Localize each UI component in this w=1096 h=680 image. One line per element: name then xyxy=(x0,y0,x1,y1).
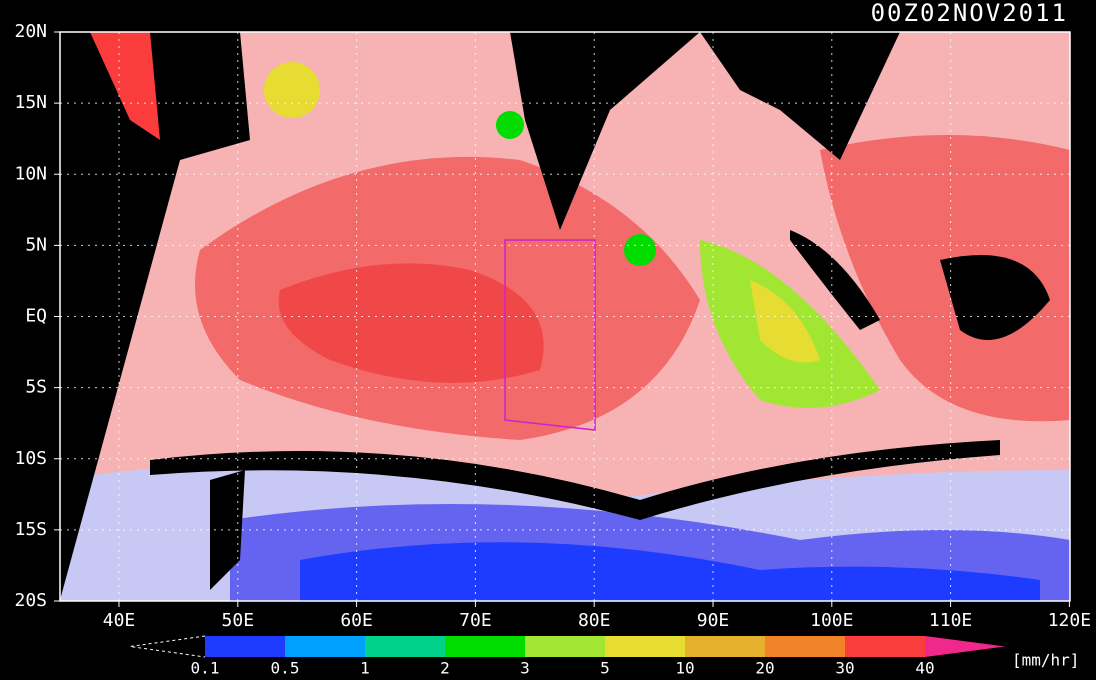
land-borneo xyxy=(940,255,1050,340)
colorbar-segment xyxy=(685,636,765,657)
colorbar-label: 20 xyxy=(755,659,774,678)
lat-label: 15S xyxy=(14,519,47,540)
box-outline xyxy=(504,239,596,431)
colorbar-segment xyxy=(445,636,525,657)
lon-label: 80E xyxy=(578,610,611,631)
lat-label: 10S xyxy=(14,448,47,469)
lat-label: 15N xyxy=(14,92,47,113)
colorbar-segment xyxy=(365,636,445,657)
very-light-south xyxy=(300,542,1040,601)
lat-label: 5S xyxy=(25,377,47,398)
lon-label: 50E xyxy=(222,610,255,631)
colorbar-under xyxy=(129,635,206,658)
convection-bob xyxy=(624,234,656,266)
timestamp: 00Z02NOV2011 xyxy=(871,0,1068,27)
rain-moderate-east xyxy=(820,135,1070,422)
lon-label: 60E xyxy=(340,610,373,631)
colorbar-label: 10 xyxy=(675,659,694,678)
colorbar-segment xyxy=(205,636,285,657)
lon-label: 70E xyxy=(459,610,492,631)
convection-yemen xyxy=(264,62,320,118)
lon-label: 120E xyxy=(1048,610,1091,631)
lon-label: 90E xyxy=(697,610,730,631)
land-malaysia xyxy=(790,230,880,330)
colorbar-label: 1 xyxy=(360,659,370,678)
land-rain-red-sea xyxy=(90,32,160,140)
colorbar-label: 3 xyxy=(520,659,530,678)
colorbar-segment xyxy=(285,636,365,657)
colorbar: 0.1 0.5 1 2 3 5 10 20 30 40 [mm/hr] xyxy=(129,635,1079,678)
colorbar-over xyxy=(925,636,1005,657)
colorbar-segment xyxy=(525,636,605,657)
colorbar-unit: [mm/hr] xyxy=(1012,651,1079,670)
lat-label: 20N xyxy=(14,21,47,42)
colorbar-segment xyxy=(845,636,925,657)
grid xyxy=(60,32,1070,601)
dry-band xyxy=(150,440,1000,520)
land-myanmar xyxy=(700,32,900,160)
colorbar-label: 30 xyxy=(835,659,854,678)
colorbar-label: 2 xyxy=(440,659,450,678)
land-india xyxy=(510,32,700,230)
lat-label: 20S xyxy=(14,590,47,611)
convection-india xyxy=(496,111,524,139)
lat-label: 5N xyxy=(25,234,47,255)
lon-label: 40E xyxy=(103,610,136,631)
colorbar-segment xyxy=(765,636,845,657)
lat-label: 10N xyxy=(14,163,47,184)
land-africa xyxy=(60,32,250,600)
land-madagascar xyxy=(210,470,245,590)
colorbar-label: 5 xyxy=(600,659,610,678)
rain-heavy xyxy=(278,263,544,383)
colorbar-label: 0.1 xyxy=(191,659,220,678)
colorbar-segment xyxy=(605,636,685,657)
convection-core xyxy=(750,280,820,363)
lat-label: EQ xyxy=(25,306,47,327)
colorbar-label: 40 xyxy=(915,659,934,678)
lon-label: 100E xyxy=(810,610,853,631)
lon-label: 110E xyxy=(929,610,972,631)
colorbar-label: 0.5 xyxy=(271,659,300,678)
